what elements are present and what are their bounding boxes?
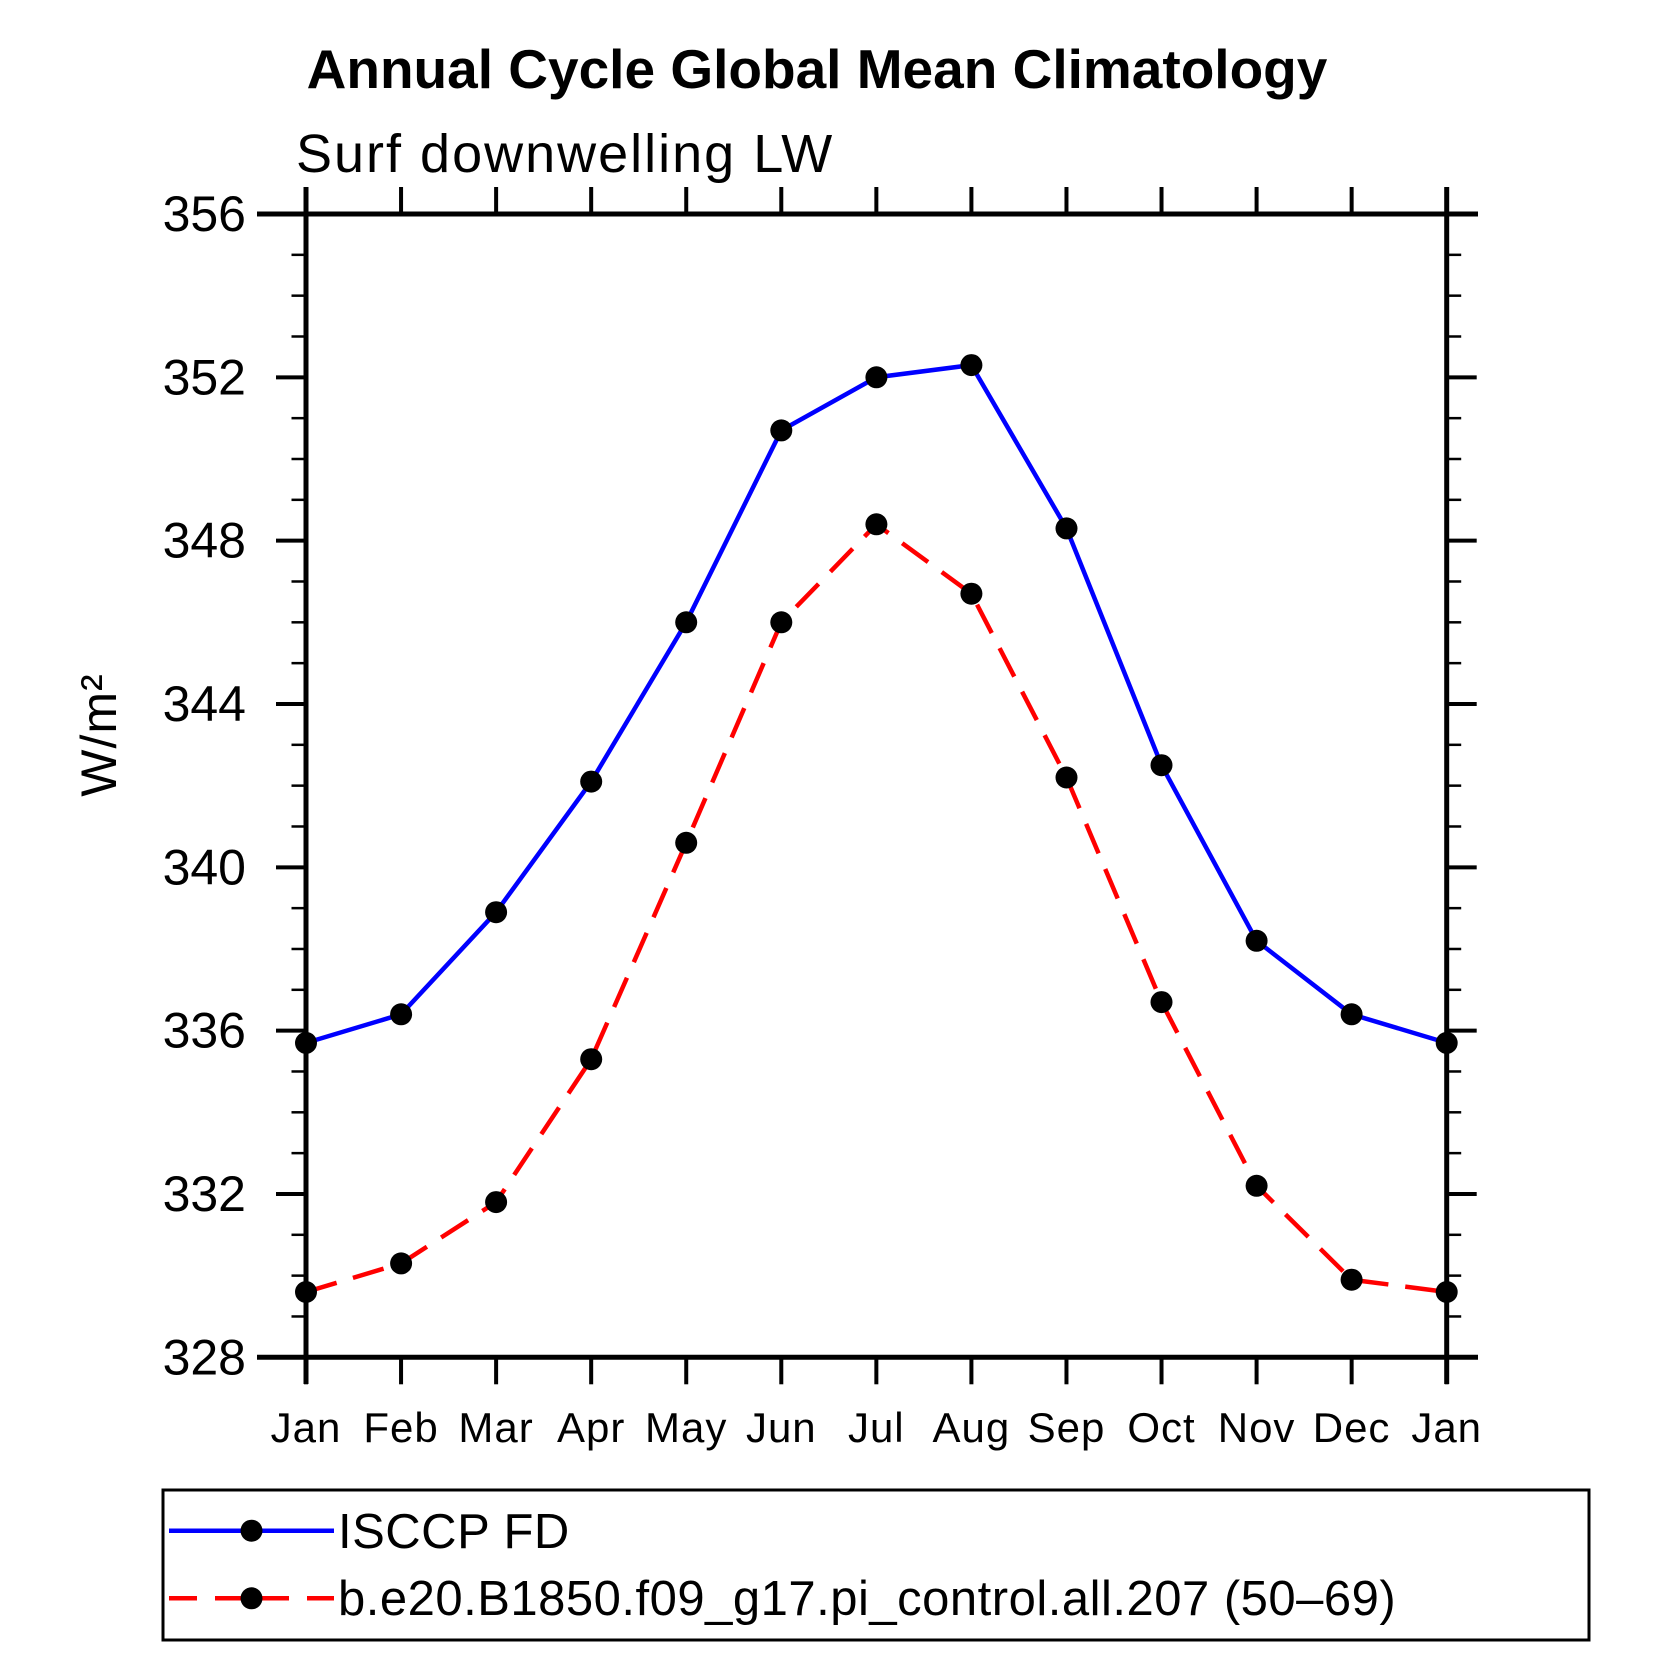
x-tick-label: Aug [933,1404,1011,1451]
data-point-marker [390,1252,413,1275]
series-line-model [305,521,1447,1295]
data-point-marker [675,611,698,634]
series-line-isccp-fd [305,362,1448,1046]
data-point-marker [865,366,888,389]
y-tick-label: 356 [163,186,246,242]
data-point-marker [1055,517,1078,540]
y-tick-label: 328 [163,1329,246,1385]
x-tick-label: Apr [557,1404,625,1451]
x-tick-label: Jun [746,1404,817,1451]
chart-title: Annual Cycle Global Mean Climatology [307,38,1328,100]
chart-subtitle: Surf downwelling LW [296,124,834,184]
data-point-marker [1150,754,1173,777]
data-point-marker [485,1191,508,1214]
data-point-marker [1245,1174,1268,1197]
legend-swatch-marker [240,1519,263,1542]
y-axis-tick-labels: 356 352 348 344 340 336 332 328 [163,186,246,1385]
x-tick-label: May [645,1404,727,1451]
x-tick-label: Dec [1313,1404,1391,1451]
data-point-marker [1150,991,1173,1014]
y-tick-label: 340 [163,839,246,895]
data-point-marker [770,611,793,634]
y-tick-label: 352 [163,349,246,405]
plot-axes [257,187,1478,1385]
legend-label-isccp-fd: ISCCP FD [338,1505,570,1559]
x-tick-label: Jan [271,1404,342,1451]
data-point-marker [1340,1268,1363,1291]
data-point-marker [770,419,793,442]
data-point-marker [1245,929,1268,952]
legend-box [161,1488,1591,1642]
data-point-marker [1055,766,1078,789]
data-point-marker [960,582,983,605]
legend-label-model-run: b.e20.B1850.f09_g17.pi_control.all.207 (… [338,1572,1396,1626]
x-tick-label: Sep [1028,1404,1106,1451]
y-tick-label: 344 [163,676,246,732]
data-point-marker [865,513,888,536]
data-point-marker [295,1031,317,1054]
x-tick-label: Jul [848,1404,905,1451]
x-tick-label: Jan [1411,1404,1482,1451]
legend: ISCCP FD b.e20.B1850.f09_g17.pi_control.… [161,1488,1591,1642]
x-axis-tick-labels: Jan Feb Mar Apr May Jun Jul Aug Sep Oct … [271,1404,1482,1451]
data-point-marker [1435,1281,1458,1303]
legend-swatches [169,1519,334,1610]
data-point-marker [675,831,698,854]
y-tick-label: 336 [163,1003,246,1059]
data-point-marker [295,1281,317,1303]
plot-series [295,354,1458,1303]
x-tick-label: Oct [1127,1404,1195,1451]
y-tick-label: 332 [163,1166,246,1222]
data-point-marker [1340,1003,1363,1026]
data-point-marker [1435,1031,1458,1054]
x-tick-label: Nov [1218,1404,1296,1451]
y-axis-label: W/m² [71,673,127,796]
data-point-marker [580,770,603,793]
y-tick-label: 348 [163,513,246,569]
x-tick-label: Mar [458,1404,533,1451]
data-point-marker [390,1003,413,1026]
x-tick-label: Feb [363,1404,438,1451]
data-point-marker [485,901,508,924]
data-point-marker [960,354,983,377]
legend-swatch-marker [240,1587,263,1610]
data-point-marker [580,1048,603,1071]
